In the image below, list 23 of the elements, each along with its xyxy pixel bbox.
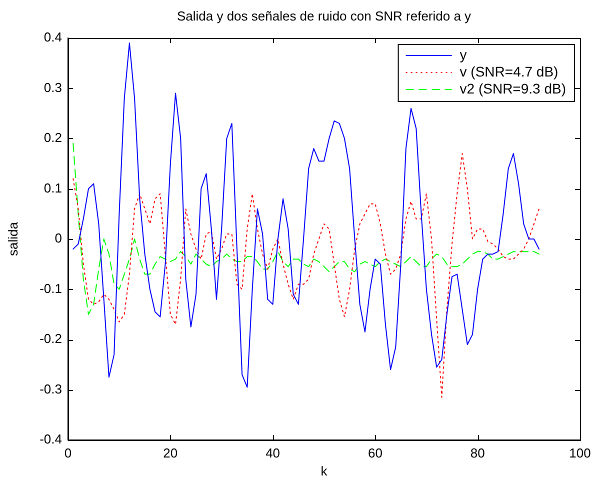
x-tick-label: 20	[163, 445, 178, 460]
x-axis-title: k	[320, 464, 328, 479]
legend-label: v2 (SNR=9.3 dB)	[460, 80, 566, 96]
chart-title: Salida y dos señales de ruido con SNR referido a y	[176, 8, 472, 24]
x-tick-label: 60	[368, 445, 382, 460]
x-tick-label: 100	[569, 445, 591, 460]
y-tick-label: 0.1	[44, 180, 62, 196]
line-series	[72, 143, 540, 315]
x-tick-label: 0	[64, 445, 72, 460]
y-tick-label: 0.2	[44, 130, 62, 146]
y-tick-label: -0.2	[40, 331, 62, 346]
y-tick-label: -0.4	[40, 432, 62, 447]
y-tick-label: -0.3	[40, 381, 62, 396]
x-tick-label: 80	[470, 445, 485, 460]
y-tick-label: 0.4	[44, 30, 62, 45]
y-tick-label: 0.3	[44, 80, 62, 95]
line-series	[72, 153, 540, 398]
x-tick-label: 40	[266, 445, 280, 460]
legend-label: v (SNR=4.7 dB)	[460, 63, 558, 80]
legend-label: y	[460, 46, 467, 62]
y-tick-label: -0.1	[40, 280, 62, 296]
y-tick-label: 0	[54, 230, 62, 246]
y-axis-title: salida	[6, 221, 21, 256]
